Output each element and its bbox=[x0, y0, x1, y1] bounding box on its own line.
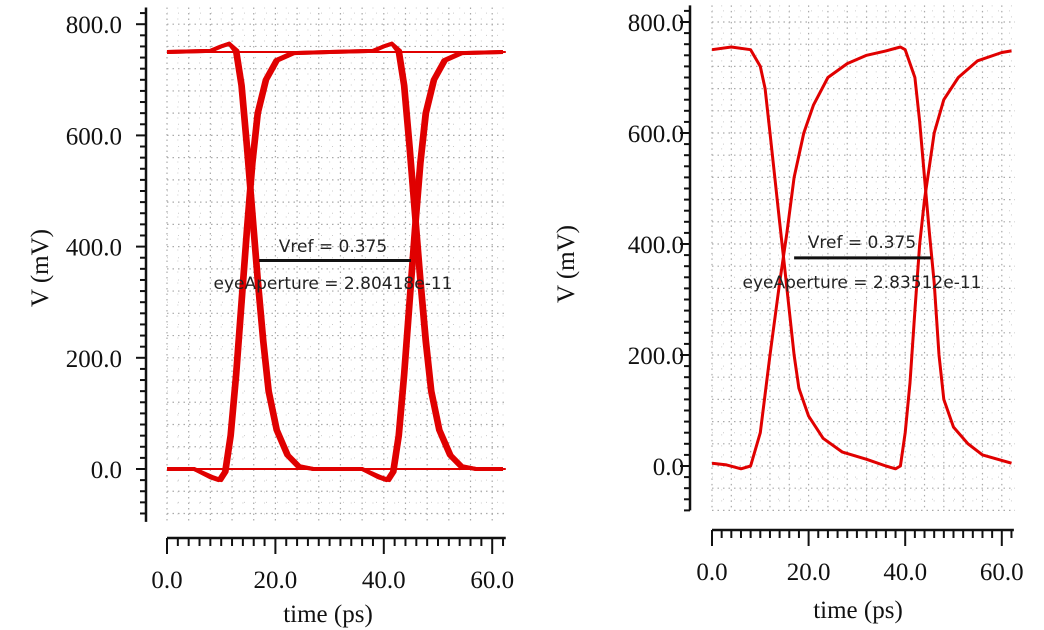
waveforms-right bbox=[711, 45, 1012, 471]
y-tick-label: 600.0 bbox=[66, 123, 122, 150]
aperture-label-right: eyeAperture = 2.83512e-11 bbox=[743, 273, 982, 293]
axes-left: 0.0 200.0 400.0 600.0 800.0 0.0 20.0 40.0 60.0 bbox=[66, 7, 514, 594]
waveform-trace bbox=[166, 41, 504, 483]
x-tick-label: 40.0 bbox=[362, 567, 406, 594]
eye-diagram-right: 0.0 200.0 400.0 600.0 800.0 0.0 20.0 40.0 60.0 V… bbox=[553, 5, 1024, 624]
x-axis-title-left: time (ps) bbox=[283, 601, 373, 628]
y-tick-label: 200.0 bbox=[628, 343, 684, 370]
x-tick-label: 60.0 bbox=[980, 559, 1024, 586]
aperture-label-left: eyeAperture = 2.80418e-11 bbox=[214, 274, 453, 294]
x-tick-label: 40.0 bbox=[883, 559, 927, 586]
y-tick-label: 200.0 bbox=[66, 346, 122, 373]
y-axis-title-right: V (mV) bbox=[553, 225, 580, 303]
waveforms-left bbox=[166, 41, 506, 483]
x-tick-label: 0.0 bbox=[151, 567, 182, 594]
x-axis-title-right: time (ps) bbox=[813, 597, 903, 624]
y-tick-label: 0.0 bbox=[91, 457, 122, 484]
y-tick-label: 0.0 bbox=[653, 454, 684, 481]
eye-diagram-left: 0.0 200.0 400.0 600.0 800.0 0.0 20.0 40.0 60.0 V… bbox=[27, 7, 514, 628]
vref-label-right: Vref = 0.375 bbox=[808, 233, 916, 253]
y-tick-label: 400.0 bbox=[628, 232, 684, 259]
waveform-trace bbox=[711, 45, 1012, 471]
grid-left bbox=[166, 7, 505, 522]
waveform-trace bbox=[167, 41, 503, 483]
grid-right bbox=[711, 5, 1015, 511]
y-tick-label: 800.0 bbox=[66, 12, 122, 39]
waveform-trace bbox=[711, 45, 1012, 471]
y-tick-label: 800.0 bbox=[628, 10, 684, 37]
axes-right: 0.0 200.0 400.0 600.0 800.0 0.0 20.0 40.0 60.0 bbox=[628, 5, 1024, 586]
y-tick-label: 400.0 bbox=[66, 235, 122, 262]
x-tick-label: 20.0 bbox=[787, 559, 831, 586]
y-tick-label: 600.0 bbox=[628, 121, 684, 148]
x-tick-label: 20.0 bbox=[254, 567, 298, 594]
x-tick-label: 60.0 bbox=[470, 567, 514, 594]
vref-label-left: Vref = 0.375 bbox=[279, 237, 387, 257]
y-axis-title-left: V (mV) bbox=[27, 229, 54, 307]
x-tick-label: 0.0 bbox=[696, 559, 727, 586]
